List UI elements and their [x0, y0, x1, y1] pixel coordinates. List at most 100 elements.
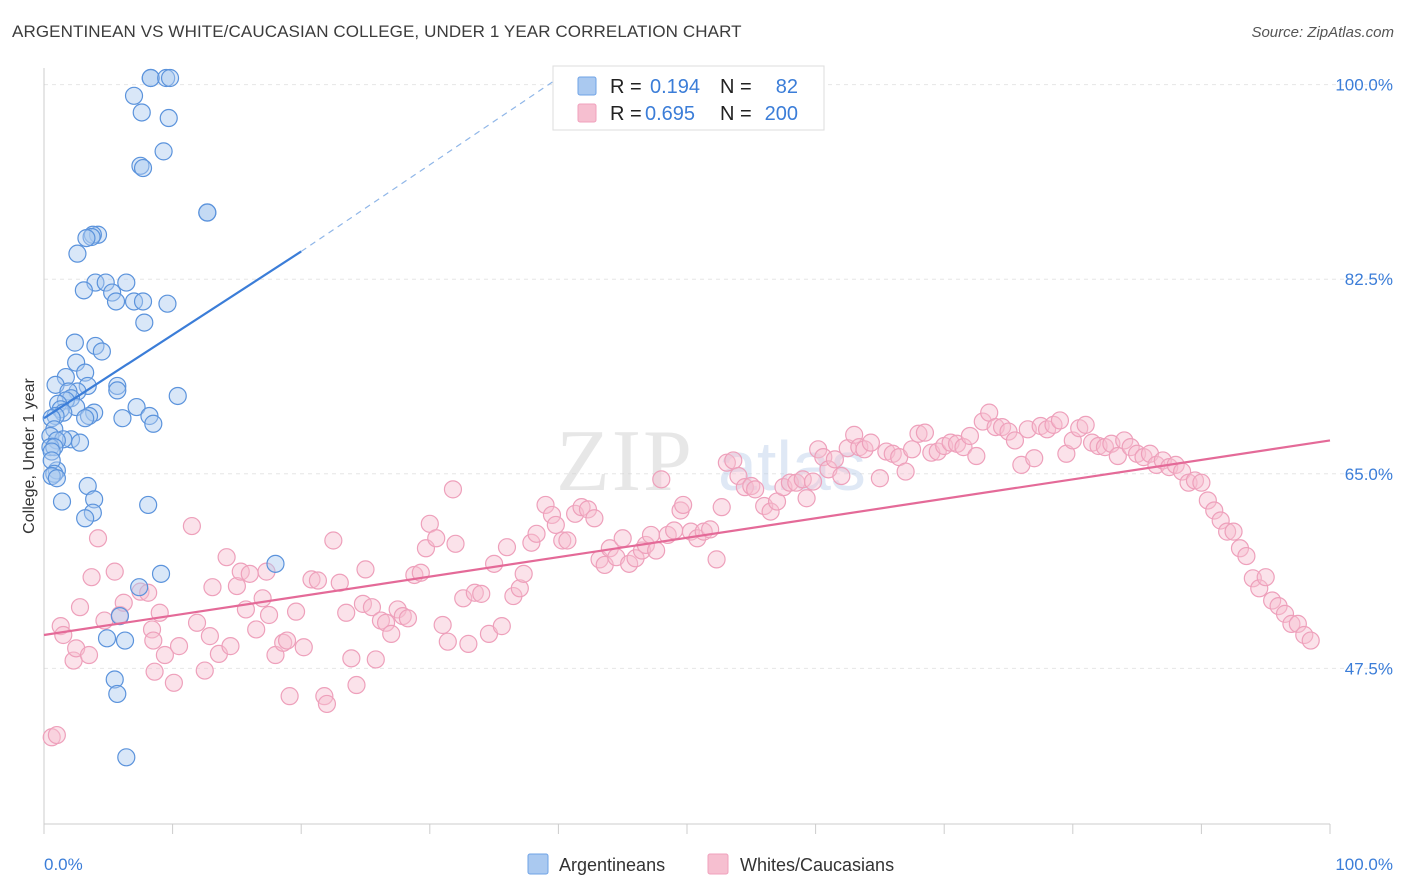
legend-r-label-1: R =	[610, 76, 642, 98]
data-point-whites	[182, 516, 201, 536]
data-point-whites	[1005, 431, 1025, 450]
data-point-whites	[88, 529, 108, 548]
data-point-argentineans	[135, 313, 154, 332]
data-point-whites	[1224, 522, 1243, 541]
data-point-argentineans	[124, 86, 144, 105]
data-point-whites	[1205, 501, 1224, 520]
data-point-whites	[366, 650, 385, 669]
data-point-argentineans	[85, 490, 104, 509]
svg-text:ZIP: ZIP	[556, 413, 694, 510]
data-point-argentineans	[144, 414, 163, 433]
y-axis-label: College, Under 1 year	[21, 378, 38, 534]
data-point-argentineans	[168, 386, 187, 406]
data-point-whites	[527, 524, 546, 543]
data-point-whites	[337, 603, 356, 622]
data-point-whites	[861, 433, 880, 452]
data-point-whites	[578, 500, 598, 519]
y-tick-label: 47.5%	[1345, 659, 1393, 678]
data-point-whites	[674, 495, 693, 515]
data-point-argentineans	[117, 748, 136, 767]
data-point-whites	[155, 645, 174, 665]
data-point-whites	[1275, 604, 1295, 623]
data-point-whites	[105, 562, 124, 581]
data-point-whites	[497, 538, 517, 557]
data-point-argentineans	[132, 103, 151, 122]
data-point-whites	[47, 725, 66, 745]
data-point-whites	[317, 694, 337, 714]
data-point-whites	[427, 529, 446, 548]
data-point-whites	[398, 609, 418, 628]
data-point-whites	[144, 631, 163, 650]
data-point-argentineans	[108, 381, 127, 400]
bottom-legend-label-1: Argentineans	[559, 855, 665, 875]
legend: R = 0.194 N = 82 R = 0.695 N = 200	[552, 65, 825, 131]
data-point-whites	[280, 687, 299, 706]
data-point-whites	[433, 615, 452, 635]
data-point-whites	[492, 617, 511, 636]
data-point-whites	[459, 634, 478, 653]
data-point-whites	[324, 531, 343, 550]
argentineans-points	[41, 68, 285, 767]
data-point-argentineans	[74, 281, 93, 300]
data-point-argentineans	[76, 509, 95, 528]
data-point-whites	[465, 583, 484, 602]
data-point-whites	[1243, 569, 1262, 588]
data-point-whites	[82, 568, 101, 587]
data-point-whites	[376, 613, 396, 632]
data-point-argentineans	[85, 403, 104, 422]
data-point-argentineans	[77, 228, 96, 248]
data-point-whites	[1256, 568, 1275, 587]
legend-r-value-1: 0.194	[650, 76, 700, 98]
data-point-whites	[356, 560, 375, 579]
trendline-argentineans-extension	[300, 77, 559, 252]
data-point-whites	[362, 598, 382, 617]
data-point-whites	[855, 440, 874, 459]
data-point-whites	[145, 662, 164, 681]
data-point-whites	[200, 627, 219, 646]
data-point-argentineans	[42, 409, 61, 428]
data-point-argentineans	[158, 294, 177, 313]
data-point-whites	[382, 624, 401, 643]
data-point-whites	[652, 470, 671, 489]
tick-labels: 47.5% 65.0% 82.5% 100.0% 0.0% 100.0%	[44, 76, 1393, 874]
data-point-argentineans	[47, 461, 66, 480]
data-point-whites	[1288, 614, 1307, 633]
data-point-whites	[558, 531, 577, 550]
data-point-argentineans	[96, 273, 115, 292]
data-point-argentineans	[42, 451, 61, 470]
data-point-whites	[277, 631, 297, 650]
data-point-whites	[641, 525, 661, 545]
data-point-argentineans	[266, 554, 285, 573]
data-point-argentineans	[127, 397, 146, 417]
data-point-whites	[485, 554, 504, 573]
data-point-argentineans	[67, 353, 86, 372]
data-point-whites	[1115, 431, 1134, 450]
data-point-argentineans	[65, 333, 84, 352]
data-point-whites	[438, 632, 457, 651]
data-point-whites	[294, 638, 313, 657]
data-point-argentineans	[76, 409, 95, 428]
data-point-whites	[187, 613, 207, 632]
whites-caucasians-points	[42, 403, 1320, 747]
x-tick-label: 100.0%	[1335, 855, 1393, 874]
data-point-whites	[967, 446, 986, 466]
y-tick-label: 100.0%	[1335, 76, 1393, 95]
data-point-argentineans	[133, 292, 153, 311]
data-point-whites	[253, 589, 272, 608]
data-point-whites	[259, 605, 279, 625]
data-point-whites	[286, 602, 306, 621]
data-point-whites	[139, 583, 158, 602]
data-point-argentineans	[97, 629, 117, 648]
bottom-legend: Argentineans Whites/Caucasians	[527, 853, 894, 875]
x-tick-label: 0.0%	[44, 855, 83, 874]
data-point-whites	[522, 533, 541, 552]
data-point-whites	[443, 480, 463, 499]
legend-swatch-pink	[577, 103, 597, 123]
data-point-whites	[613, 529, 632, 548]
bottom-legend-swatch-pink	[707, 853, 729, 875]
data-point-whites	[221, 637, 240, 656]
source-credit: Source: ZipAtlas.com	[1251, 24, 1394, 41]
data-point-argentineans	[133, 158, 153, 178]
data-point-whites	[553, 531, 572, 550]
